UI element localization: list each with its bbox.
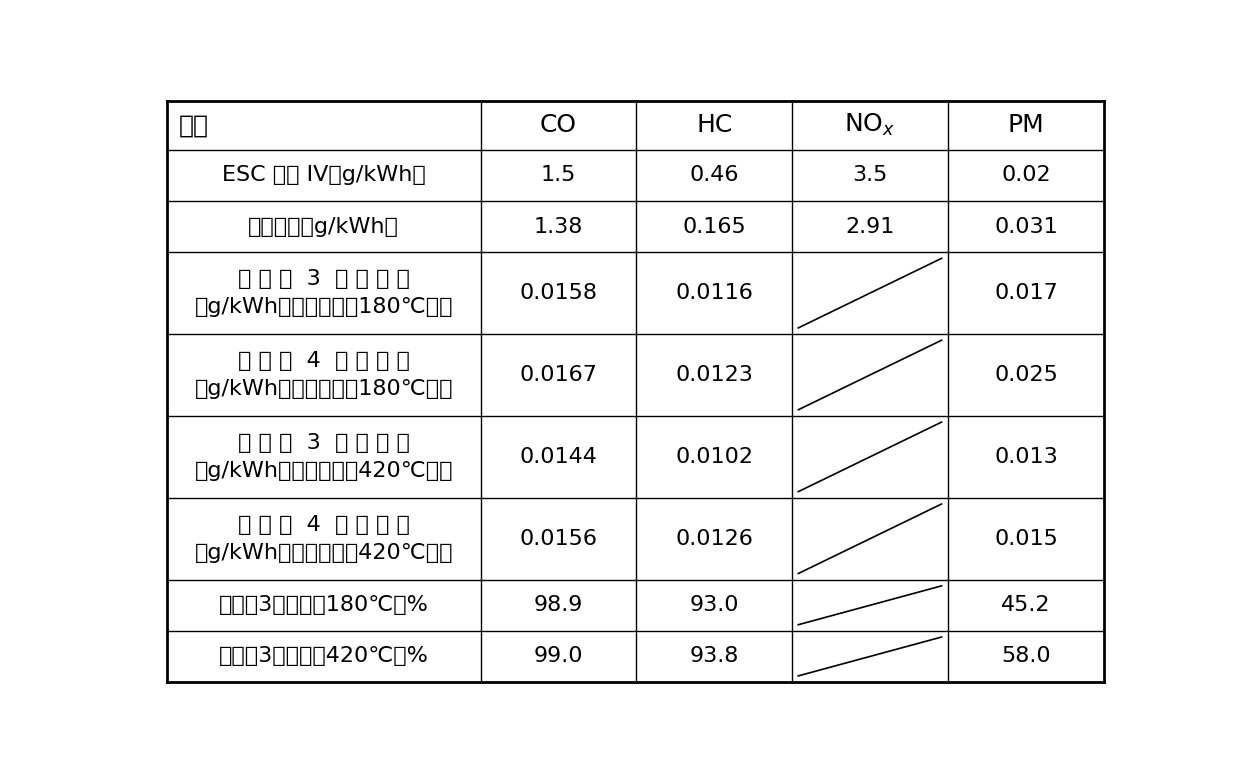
Text: 0.017: 0.017 [994,283,1058,303]
Text: 93.0: 93.0 [689,595,739,615]
Text: 3.5: 3.5 [852,165,888,185]
Text: 0.0158: 0.0158 [520,283,598,303]
Text: CO: CO [541,113,577,137]
Text: 原车排放（g/kWh）: 原车排放（g/kWh） [248,216,399,236]
Text: 0.46: 0.46 [689,165,739,185]
Text: 99.0: 99.0 [534,646,583,666]
Text: 0.0102: 0.0102 [676,447,753,467]
Text: 0.0123: 0.0123 [676,365,753,385]
Text: 项目: 项目 [179,113,208,137]
Text: 0.015: 0.015 [994,529,1058,549]
Text: 0.0116: 0.0116 [676,283,753,303]
Text: 实 施 例  3  净 化 排 放
（g/kWh、偐化剂位于420℃处）: 实 施 例 3 净 化 排 放 （g/kWh、偐化剂位于420℃处） [195,433,453,480]
Text: HC: HC [696,113,733,137]
Text: 实 施 例  4  净 化 排 放
（g/kWh、偐化剂位于180℃处）: 实 施 例 4 净 化 排 放 （g/kWh、偐化剂位于180℃处） [195,351,453,399]
Text: 0.013: 0.013 [994,447,1058,467]
Text: 实 施 例  3  净 化 排 放
（g/kWh、偐化剂位于180℃处）: 实 施 例 3 净 化 排 放 （g/kWh、偐化剂位于180℃处） [195,269,453,317]
Text: 实施例3转化率（420℃）%: 实施例3转化率（420℃）% [218,646,429,666]
Text: 45.2: 45.2 [1002,595,1050,615]
Text: 0.0167: 0.0167 [520,365,598,385]
Text: 2.91: 2.91 [846,216,894,236]
Text: 1.5: 1.5 [541,165,577,185]
Text: 0.02: 0.02 [1001,165,1050,185]
Text: ESC 限値 IV（g/kWh）: ESC 限値 IV（g/kWh） [222,165,425,185]
Text: 0.0126: 0.0126 [676,529,753,549]
Text: 98.9: 98.9 [534,595,583,615]
Text: NO$_x$: NO$_x$ [844,112,895,139]
Text: 0.165: 0.165 [682,216,746,236]
Text: 93.8: 93.8 [689,646,739,666]
Text: 0.025: 0.025 [994,365,1058,385]
Text: 实 施 例  4  净 化 排 放
（g/kWh、偐化剂位于420℃处）: 实 施 例 4 净 化 排 放 （g/kWh、偐化剂位于420℃处） [195,515,453,563]
Text: 0.0156: 0.0156 [520,529,598,549]
Text: 实施例3转化率（180℃）%: 实施例3转化率（180℃）% [218,595,429,615]
Text: 0.0144: 0.0144 [520,447,598,467]
Text: 58.0: 58.0 [1001,646,1050,666]
Text: 1.38: 1.38 [534,216,583,236]
Text: PM: PM [1008,113,1044,137]
Text: 0.031: 0.031 [994,216,1058,236]
